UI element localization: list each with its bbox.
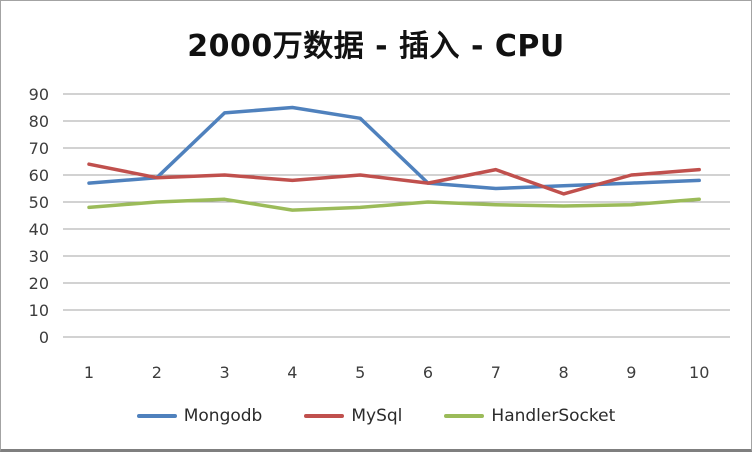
y-tick-label: 80 — [29, 112, 49, 131]
y-tick-label: 30 — [29, 247, 49, 266]
x-tick-label: 4 — [287, 363, 297, 382]
x-tick-label: 10 — [689, 363, 709, 382]
y-tick-label: 10 — [29, 301, 49, 320]
y-tick-label: 90 — [29, 85, 49, 104]
x-tick-label: 5 — [355, 363, 365, 382]
y-tick-label: 0 — [39, 328, 49, 347]
mysql-line-swatch-icon — [304, 414, 345, 418]
x-tick-label: 1 — [84, 363, 94, 382]
y-tick-label: 50 — [29, 193, 49, 212]
legend-item-handlersocket: HandlerSocket — [444, 406, 615, 426]
legend-label-mysql: MySql — [351, 406, 403, 426]
x-tick-label: 7 — [491, 363, 501, 382]
series-line-HandlerSocket — [87, 197, 701, 212]
mongodb-line-swatch-icon — [136, 414, 177, 418]
x-tick-label: 2 — [152, 363, 162, 382]
x-tick-label: 6 — [423, 363, 433, 382]
legend-item-mongodb: Mongodb — [136, 406, 263, 426]
y-tick-label: 20 — [29, 274, 49, 293]
y-tick-label: 40 — [29, 220, 49, 239]
legend-label-handlersocket: HandlerSocket — [491, 406, 616, 426]
x-tick-label: 9 — [626, 363, 636, 382]
handlersocket-line-swatch-icon — [444, 414, 485, 418]
y-tick-label: 70 — [29, 139, 49, 158]
y-tick-label: 60 — [29, 166, 49, 185]
chart-legend: Mongodb MySql HandlerSocket — [1, 406, 751, 426]
x-tick-label: 3 — [220, 363, 230, 382]
legend-item-mysql: MySql — [304, 406, 402, 426]
legend-label-mongodb: Mongodb — [183, 406, 263, 426]
chart-title: 2000万数据 - 插入 - CPU — [187, 29, 565, 64]
series-line-MySql — [87, 162, 701, 196]
x-tick-label: 8 — [559, 363, 569, 382]
